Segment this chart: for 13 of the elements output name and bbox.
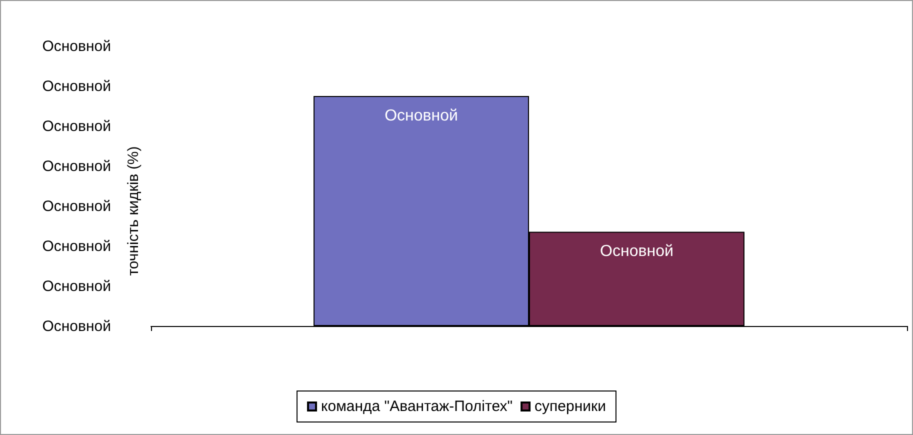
annotation: Основной [600, 243, 674, 260]
text: Основной [42, 38, 112, 55]
text: Основной [42, 78, 112, 95]
text: Основной [42, 158, 112, 175]
text: Основной [42, 278, 112, 295]
y-axis-title: точність кидків (%) [125, 146, 142, 276]
annotation: Основной [384, 108, 458, 124]
text: Основной [42, 238, 112, 255]
text: Основной [42, 318, 112, 335]
text: Основной [42, 198, 112, 215]
text: Основной [42, 118, 112, 135]
legend-label: суперники [534, 398, 606, 415]
legend-label: команда "Авантаж-Політех" [321, 398, 513, 415]
